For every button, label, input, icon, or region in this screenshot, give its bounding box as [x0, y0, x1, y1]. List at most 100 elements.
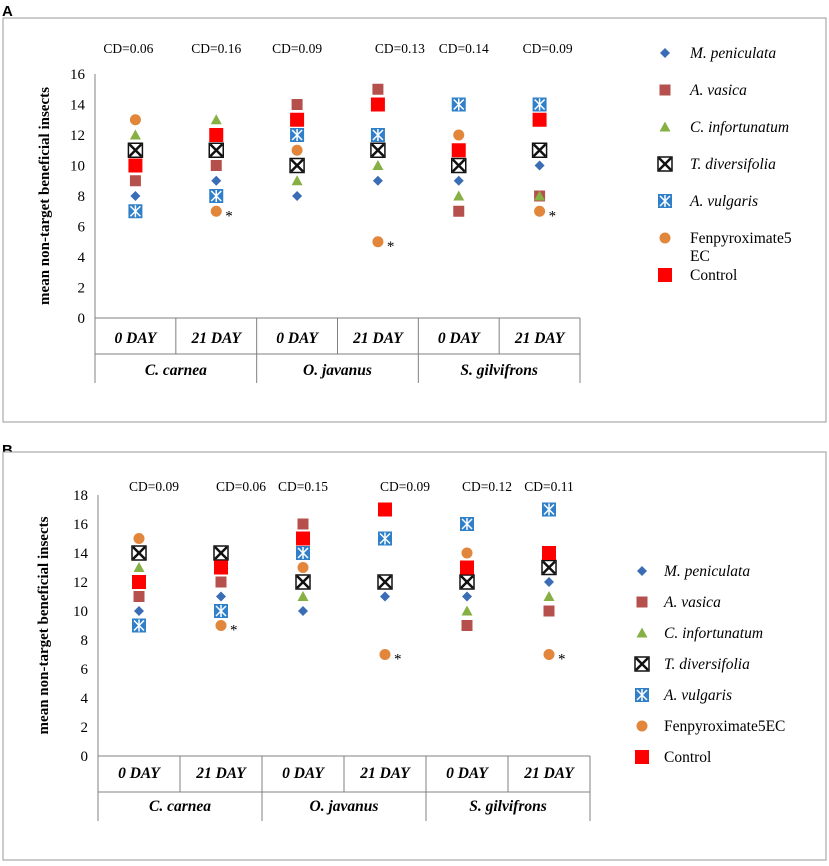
panel-b-point-s2-c4: [461, 605, 473, 616]
panel-a-point-s0-c3: [372, 175, 383, 186]
panel-a-legend-label-4: A. vulgaris: [689, 193, 758, 210]
panel-b-y-axis-label: mean non-target beneficial insects: [36, 516, 52, 734]
panel-a-legend-label-3: T. diversifolia: [690, 156, 776, 173]
panel-a-y-tick-16: 16: [70, 67, 86, 83]
panel-b-group-label-0: C. carnea: [149, 798, 211, 815]
panel-a-point-s0-c1: [211, 175, 222, 186]
panel-a-point-s1-c4: [453, 205, 465, 217]
panel-b-legend-marker-1: [636, 596, 648, 608]
panel-b-legend-label-2: C. infortunatum: [664, 625, 763, 642]
panel-b-point-s1-c2: [297, 518, 309, 530]
panel-a-legend-label-2: C. infortunatum: [690, 119, 789, 136]
panel-b-point-s6-c2: [296, 531, 310, 546]
panel-a-legend-label-5-line2: EC: [690, 248, 710, 265]
panel-a-point-s6-c1: [209, 128, 224, 142]
panel-a-point-s4-c0: [128, 204, 143, 219]
panel-a-y-tick-0: 0: [78, 311, 86, 327]
panel-b-point-s5-c5: [543, 649, 555, 660]
panel-b-legend-label-0: M. peniculata: [663, 563, 750, 580]
panel-b-point-s1-c1: [215, 576, 227, 588]
panel-b-point-s5-c1: [215, 620, 227, 631]
panel-b-letter: B: [2, 442, 13, 459]
panel-a-point-s1-c2: [291, 99, 303, 110]
panel-b-point-s5-c0: [133, 533, 145, 544]
panel-b-x-tick-1: 21 DAY: [195, 765, 247, 782]
panel-b-cd-label-5: CD=0.11: [524, 479, 574, 494]
panel-b-cd-label-2: CD=0.15: [278, 479, 328, 494]
panel-a-point-s3-c1: [208, 142, 224, 158]
panel-b-cd-label-4: CD=0.12: [462, 479, 512, 494]
panel-a-point-s4-c4: [451, 97, 466, 112]
panel-a-point-s6-c5: [532, 112, 547, 127]
panel-b-point-s4-c0: [132, 618, 146, 633]
panel-b-legend-marker-3: [634, 656, 650, 672]
panel-b-cd-label-1: CD=0.06: [216, 479, 266, 494]
panel-b-point-s0-c0: [134, 606, 144, 616]
panel-a-point-s6-c4: [451, 143, 466, 158]
panel-b-legend-marker-2: [636, 627, 648, 638]
panel-a-legend-marker-6: [658, 268, 672, 282]
panel-a-point-s4-c1: [209, 189, 224, 203]
panel-b-point-s1-c5: [543, 605, 555, 617]
panel-a-x-tick-1: 21 DAY: [190, 330, 242, 347]
panel-b-point-s0-c1: [216, 591, 226, 602]
panel-a-legend-marker-4: [658, 194, 672, 208]
panel-a-point-s2-c1: [210, 114, 222, 125]
panel-a-point-s1-c1: [210, 160, 222, 171]
panel-a-legend-label-6: Control: [690, 267, 737, 284]
panel-b-point-s2-c0: [133, 562, 145, 572]
panel-a-x-tick-4: 0 DAY: [438, 330, 481, 347]
panel-a-point-s3-c4: [451, 157, 467, 174]
panel-a-x-tick-5: 21 DAY: [514, 330, 566, 347]
panel-a-point-s3-c5: [531, 142, 548, 158]
panel-b-legend-marker-6: [635, 750, 649, 764]
panel-a-point-s5-c1: [210, 205, 222, 217]
panel-b-point-s4-c2: [296, 546, 310, 560]
panel-b-legend-label-4: A. vulgaris: [663, 687, 732, 704]
panel-a-group-label-2: S. gilvifrons: [460, 362, 538, 379]
panel-b-point-s0-c3: [380, 591, 390, 602]
panel-a-group-label-0: C. carnea: [145, 362, 207, 379]
panel-a-point-s2-c4: [453, 190, 465, 201]
panel-a-point-s5-c3: [372, 236, 384, 248]
panel-b-legend-label-3: T. diversifolia: [664, 656, 750, 673]
panel-a-legend-label-0: M. peniculata: [689, 45, 776, 62]
panel-b-point-s3-c4: [459, 574, 475, 590]
panel-b-y-tick-18: 18: [73, 488, 88, 504]
panel-b-y-tick-12: 12: [73, 575, 88, 591]
panel-a-point-s5-c4: [453, 129, 465, 141]
panel-b-y-tick-4: 4: [81, 691, 89, 707]
panel-b-legend-label-5: Fenpyroximate5EC: [664, 718, 785, 735]
panel-b-point-s3-c5: [541, 559, 557, 576]
panel-a-point-s2-c0: [129, 129, 141, 140]
panel-a-point-s2-c5: [534, 190, 546, 201]
panel-a-point-s3-c0: [127, 142, 144, 158]
panel-a-significance-star-1: *: [387, 239, 395, 255]
panel-a-cd-label-2: CD=0.09: [272, 41, 322, 56]
panel-b-cd-label-3: CD=0.09: [380, 479, 430, 494]
panel-a-y-axis-label: mean non-target beneficial insects: [37, 87, 53, 305]
panel-a-legend-marker-1: [659, 84, 671, 96]
panel-a-letter: A: [2, 3, 13, 20]
panel-b-chart: mean non-target beneficial insects 0 2 4 6 8 1…: [2, 451, 827, 861]
panel-b-point-s3-c3: [377, 574, 393, 590]
panel-a-point-s3-c2: [289, 157, 305, 174]
panel-b-x-tick-4: 0 DAY: [446, 765, 489, 782]
panel-a-x-tick-0: 0 DAY: [115, 330, 158, 347]
panel-b-y-tick-14: 14: [73, 546, 89, 562]
panel-a-point-s4-c3: [370, 128, 385, 142]
panel-a-point-s1-c3: [372, 83, 384, 95]
panel-b-point-s1-c0: [133, 591, 145, 602]
panel-b-point-s6-c3: [378, 502, 392, 517]
panel-b-point-s6-c0: [132, 575, 146, 589]
panel-a-frame: [2, 17, 827, 423]
panel-a-point-s0-c2: [292, 191, 303, 201]
panel-a-point-s2-c3: [372, 160, 384, 170]
panel-a-significance-star-0: *: [225, 208, 233, 224]
panel-a-y-tick-6: 6: [78, 220, 86, 236]
panel-b-point-s1-c4: [461, 620, 473, 631]
panel-b-y-tick-6: 6: [81, 662, 89, 678]
panel-a-point-s5-c5: [534, 205, 546, 217]
panel-a-y-tick-14: 14: [70, 98, 86, 114]
panel-a-point-s6-c2: [290, 112, 305, 127]
